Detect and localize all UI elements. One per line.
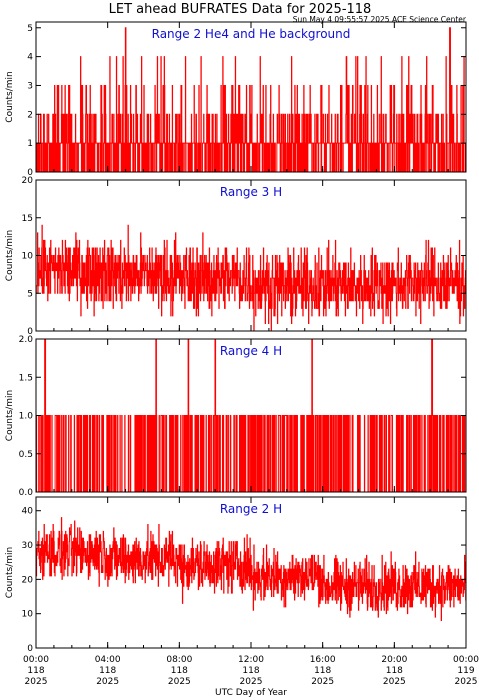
y-tick-label: 0.5: [19, 450, 33, 460]
x-tick-label: 118: [99, 666, 116, 676]
y-tick-label: 15: [22, 214, 33, 224]
x-tick-label: 2025: [455, 677, 478, 687]
y-tick-label: 2.0: [19, 335, 34, 345]
y-tick-label: 10: [22, 610, 34, 620]
y-tick-label: 1.0: [19, 412, 34, 422]
y-tick-label: 5: [27, 289, 33, 299]
series-line: [36, 27, 466, 172]
panel-1: 0 1 2 3 4 5 Counts/min Range 2 He4 and He backg…: [5, 21, 467, 178]
y-tick-label: 4: [27, 53, 33, 63]
panel-4: 0 10 20 30 40 Counts/min Range 2 H: [5, 496, 467, 654]
y-tick-label: 5: [27, 24, 33, 34]
y-tick-label: 40: [22, 507, 34, 517]
y-tick-label: 20: [22, 575, 34, 585]
y-tick-label: 2: [27, 110, 33, 120]
series-line: [36, 224, 466, 331]
panel-title: Range 4 H: [220, 344, 282, 358]
y-axis-label: Counts/min: [5, 547, 15, 598]
panel-3: 0.0 0.5 1.0 1.5 2.0 Counts/min Range 4 H: [5, 335, 467, 498]
timestamp: Sun May 4 09:55:57 2025 ACE Science Cent…: [293, 15, 467, 24]
x-tick-label: 2025: [25, 677, 48, 687]
x-tick-label: 2025: [96, 677, 119, 687]
y-tick-label: 0: [27, 327, 33, 337]
panel-title: Range 2 H: [220, 502, 282, 516]
x-tick-label: 08:00: [166, 655, 192, 665]
x-tick-label: 2025: [383, 677, 406, 687]
x-tick-label: 2025: [168, 677, 191, 687]
panel-title: Range 2 He4 and He background: [152, 27, 351, 41]
x-tick-label: 20:00: [381, 655, 407, 665]
x-tick-label: 2025: [240, 677, 263, 687]
y-axis-label: Counts/min: [5, 390, 15, 441]
x-tick-label: 04:00: [95, 655, 121, 665]
y-tick-label: 30: [22, 541, 34, 551]
x-axis-label: UTC Day of Year: [215, 688, 287, 698]
x-tick-label: 118: [386, 666, 403, 676]
y-tick-label: 0.0: [19, 488, 34, 498]
x-tick-label: 00:00: [23, 655, 49, 665]
x-tick-label: 118: [171, 666, 188, 676]
x-tick-label: 16:00: [310, 655, 336, 665]
x-tick-labels: 00:00118202504:00118202508:00118202512:0…: [23, 655, 479, 687]
figure-title: LET ahead BUFRATES Data for 2025-118: [109, 2, 372, 17]
y-tick-label: 0: [27, 644, 33, 654]
series-line: [36, 339, 466, 492]
x-tick-label: 12:00: [238, 655, 264, 665]
y-axis-label: Counts/min: [5, 71, 15, 122]
panel-2: 0 5 10 15 20 Counts/min Range 3 H: [5, 176, 467, 337]
x-tick-label: 118: [314, 666, 331, 676]
y-tick-label: 10: [22, 252, 34, 262]
y-tick-label: 1.5: [19, 373, 33, 383]
y-tick-label: 3: [27, 81, 33, 91]
panels: 0 1 2 3 4 5 Counts/min Range 2 He4 and He backg…: [5, 21, 467, 654]
x-tick-label: 2025: [311, 677, 334, 687]
y-axis-label: Counts/min: [5, 230, 15, 281]
x-tick-label: 00:00: [453, 655, 479, 665]
x-tick-label: 118: [27, 666, 44, 676]
y-tick-label: 1: [27, 139, 33, 149]
x-tick-label: 118: [242, 666, 259, 676]
series-line: [36, 517, 466, 622]
x-tick-label: 119: [457, 666, 474, 676]
y-tick-label: 0: [27, 168, 33, 178]
panel-title: Range 3 H: [220, 185, 282, 199]
y-tick-label: 20: [22, 176, 34, 186]
